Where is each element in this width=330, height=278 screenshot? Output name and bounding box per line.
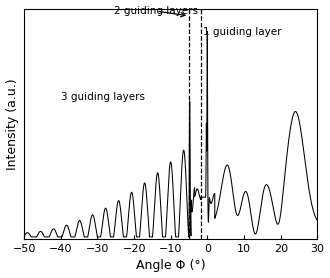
Y-axis label: Intensity (a.u.): Intensity (a.u.) bbox=[6, 78, 18, 170]
Text: 3 guiding layers: 3 guiding layers bbox=[61, 92, 145, 102]
X-axis label: Angle Φ (°): Angle Φ (°) bbox=[136, 259, 206, 272]
Text: 1 guiding layer: 1 guiding layer bbox=[203, 27, 281, 37]
Text: 2 guiding layers: 2 guiding layers bbox=[114, 6, 198, 17]
